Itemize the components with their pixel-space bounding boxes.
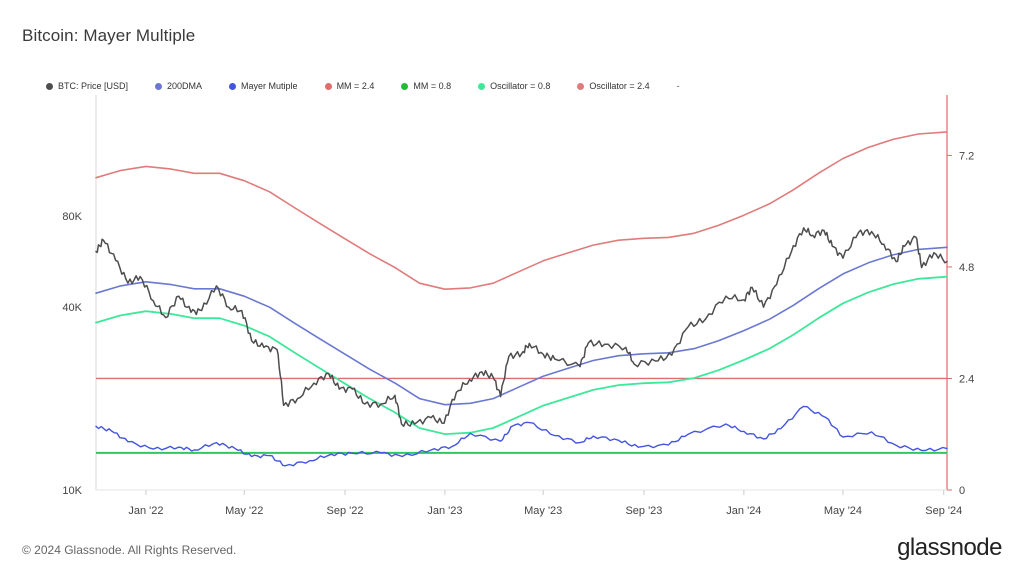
x-tick-label: Sep '24 — [925, 505, 962, 517]
legend-item-oscillator-0-8[interactable]: Oscillator = 0.8 — [478, 81, 550, 91]
legend-swatch-mm-0-8 — [401, 82, 409, 90]
x-tick-label: May '22 — [225, 505, 263, 517]
x-tick-label: Sep '22 — [327, 505, 364, 517]
y-right-tick-label: 4.8 — [959, 262, 974, 274]
legend-swatch-200dma — [155, 82, 163, 90]
y-right-tick-label: 2.4 — [959, 373, 974, 385]
legend-swatch-price — [46, 82, 53, 90]
chart-axes: Jan '22 May '22 Sep '22 Jan '23 May '23 Sep '… — [62, 150, 974, 517]
glassnode-logo: glassnode — [897, 534, 1002, 561]
legend-label-200dma: 200DMA — [167, 81, 203, 91]
legend-item-price[interactable]: BTC: Price [USD] — [46, 81, 128, 91]
legend-item-200dma[interactable]: 200DMA — [155, 81, 202, 91]
legend-item-mm-0-8[interactable]: MM = 0.8 — [401, 81, 451, 91]
series-oscillator-2-4-line — [95, 131, 948, 290]
series-mayer-multiple-line — [95, 405, 948, 467]
legend-label-mm-0-8: MM = 0.8 — [413, 81, 452, 91]
y-right-tick-label: 0 — [959, 485, 965, 497]
y-left-tick-label: 40K — [62, 302, 82, 314]
legend-item-mm-2-4[interactable]: MM = 2.4 — [324, 81, 375, 91]
series-200dma-line — [95, 246, 948, 406]
x-tick-label: Jan '22 — [128, 505, 163, 517]
legend-label-price: BTC: Price [USD] — [58, 81, 129, 91]
mayer-multiple-chart[interactable]: Jan '22 May '22 Sep '22 Jan '23 May '23 Sep '… — [0, 0, 1024, 520]
series-btc-price-line — [95, 227, 948, 427]
legend-swatch-mayer-multiple — [229, 82, 237, 90]
legend-label-mayer-multiple: Mayer Mutiple — [241, 81, 298, 91]
chart-grid — [95, 95, 948, 491]
x-tick-label: May '24 — [824, 505, 862, 517]
x-tick-label: May '23 — [524, 505, 562, 517]
legend-label-oscillator-2-4: Oscillator = 2.4 — [589, 81, 650, 91]
x-tick-label: Sep '23 — [625, 505, 662, 517]
series-oscillator-0-8-line — [95, 275, 948, 435]
legend-item-mayer-multiple[interactable]: Mayer Mutiple — [229, 81, 298, 91]
y-left-tick-label: 10K — [62, 485, 82, 497]
legend-label-oscillator-0-8: Oscillator = 0.8 — [490, 81, 551, 91]
y-right-tick-label: 7.2 — [959, 150, 974, 162]
legend-swatch-oscillator-2-4 — [577, 82, 585, 90]
copyright-text: © 2024 Glassnode. All Rights Reserved. — [22, 543, 237, 557]
legend-swatch-mm-2-4 — [324, 82, 332, 90]
chart-legend: BTC: Price [USD] 200DMA Mayer Mutiple MM… — [46, 79, 680, 93]
x-tick-label: Jan '23 — [427, 505, 462, 517]
legend-item-oscillator-2-4[interactable]: Oscillator = 2.4 — [577, 81, 650, 91]
chart-series — [95, 131, 948, 467]
y-left-tick-label: 80K — [62, 211, 82, 223]
x-tick-label: Jan '24 — [726, 505, 761, 517]
page-title: Bitcoin: Mayer Multiple — [22, 26, 196, 45]
legend-swatch-oscillator-0-8 — [478, 82, 486, 90]
legend-extra-dash: - — [676, 81, 680, 91]
legend-label-mm-2-4: MM = 2.4 — [336, 81, 375, 91]
